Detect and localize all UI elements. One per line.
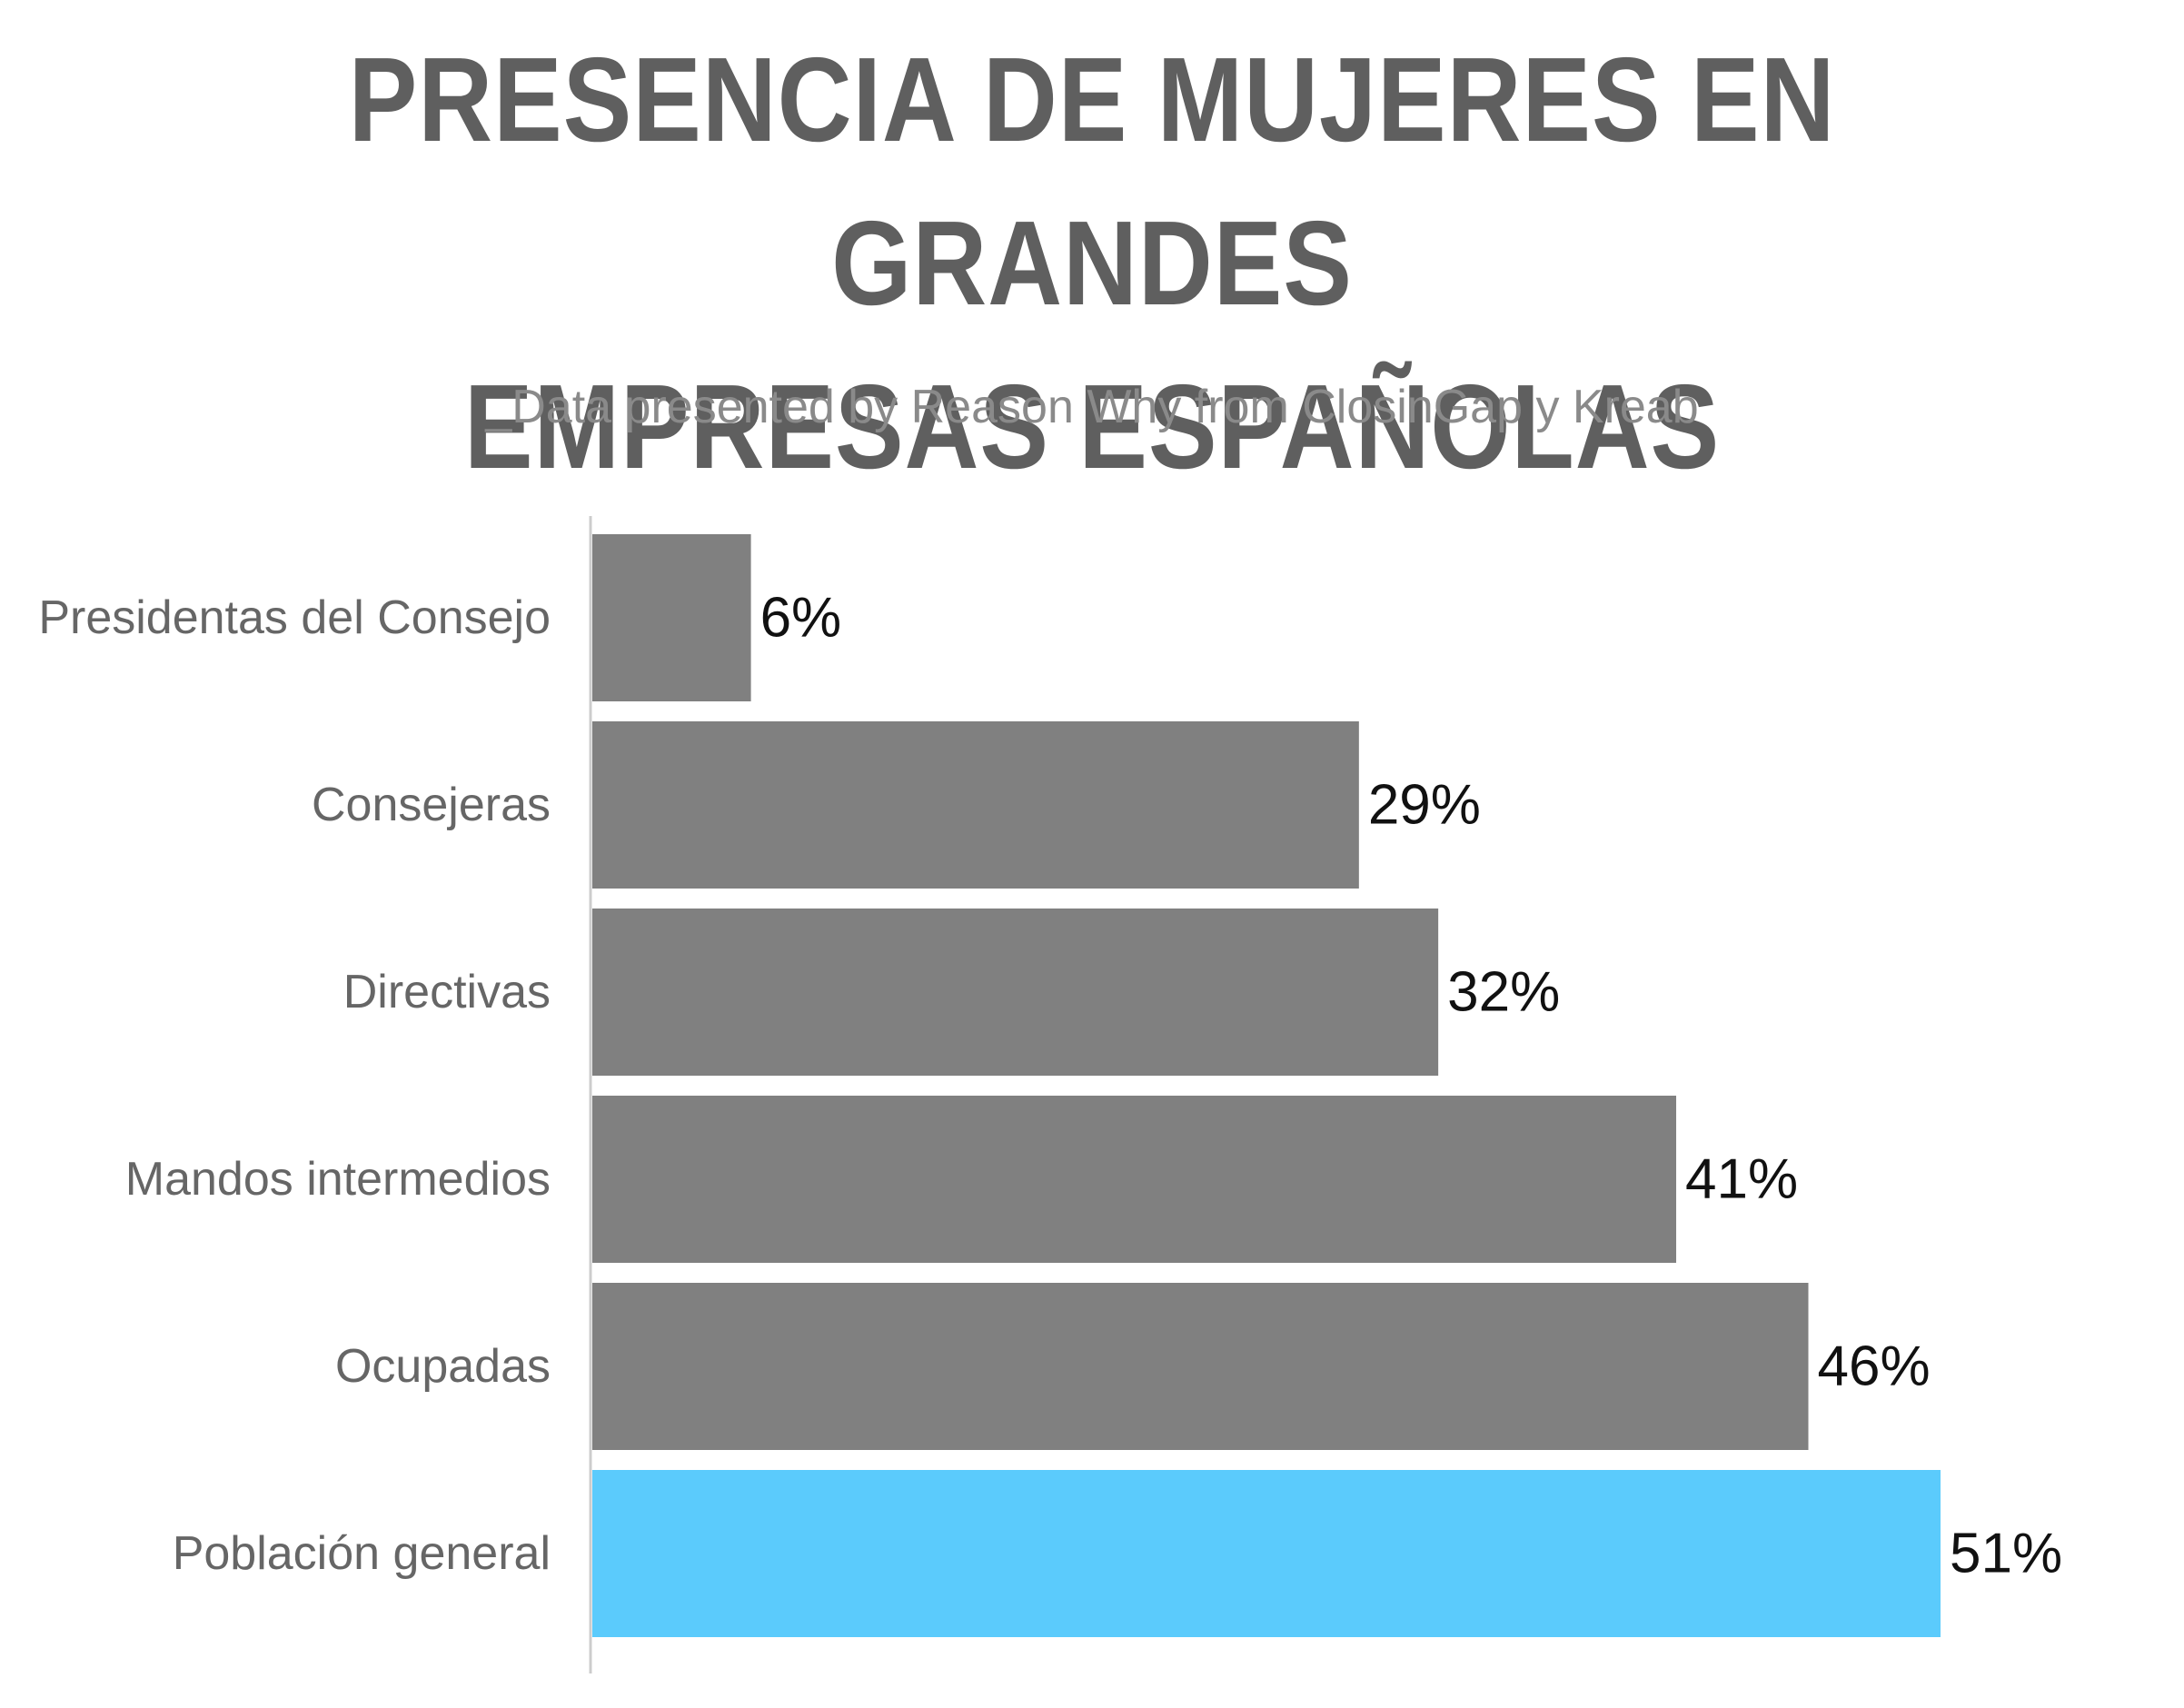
value-label-3: 41%: [1685, 1148, 1798, 1211]
chart-title: PRESENCIA DE MUJERES EN GRANDES EMPRESAS…: [153, 18, 2030, 509]
bar-3: [592, 1096, 1677, 1263]
bar-5: [592, 1470, 1941, 1637]
value-label-5: 51%: [1950, 1523, 2062, 1585]
value-label-2: 32%: [1447, 961, 1560, 1024]
category-label-4: Ocupadas: [335, 1340, 551, 1393]
value-label-0: 6%: [760, 587, 842, 650]
category-label-3: Mandos intermedios: [125, 1153, 551, 1206]
bars-group: Presidentas del Consejo 6% Consejeras 29% Di…: [38, 534, 2062, 1637]
bar-0: [592, 534, 751, 701]
chart-title-line-2: EMPRESAS ESPAÑOLAS: [463, 360, 1721, 493]
bar-4: [592, 1283, 1809, 1450]
chart-title-line-1: PRESENCIA DE MUJERES EN GRANDES: [348, 33, 1836, 330]
bar-2: [592, 909, 1439, 1076]
bar-1: [592, 721, 1359, 889]
category-label-1: Consejeras: [312, 779, 551, 831]
value-label-1: 29%: [1368, 774, 1481, 837]
category-label-2: Directivas: [343, 966, 551, 1018]
value-label-4: 46%: [1818, 1336, 1931, 1398]
chart-subtitle: _Data presented by Reason Why from Closi…: [485, 381, 1699, 433]
category-label-0: Presidentas del Consejo: [38, 591, 551, 644]
category-label-5: Población general: [173, 1527, 551, 1580]
